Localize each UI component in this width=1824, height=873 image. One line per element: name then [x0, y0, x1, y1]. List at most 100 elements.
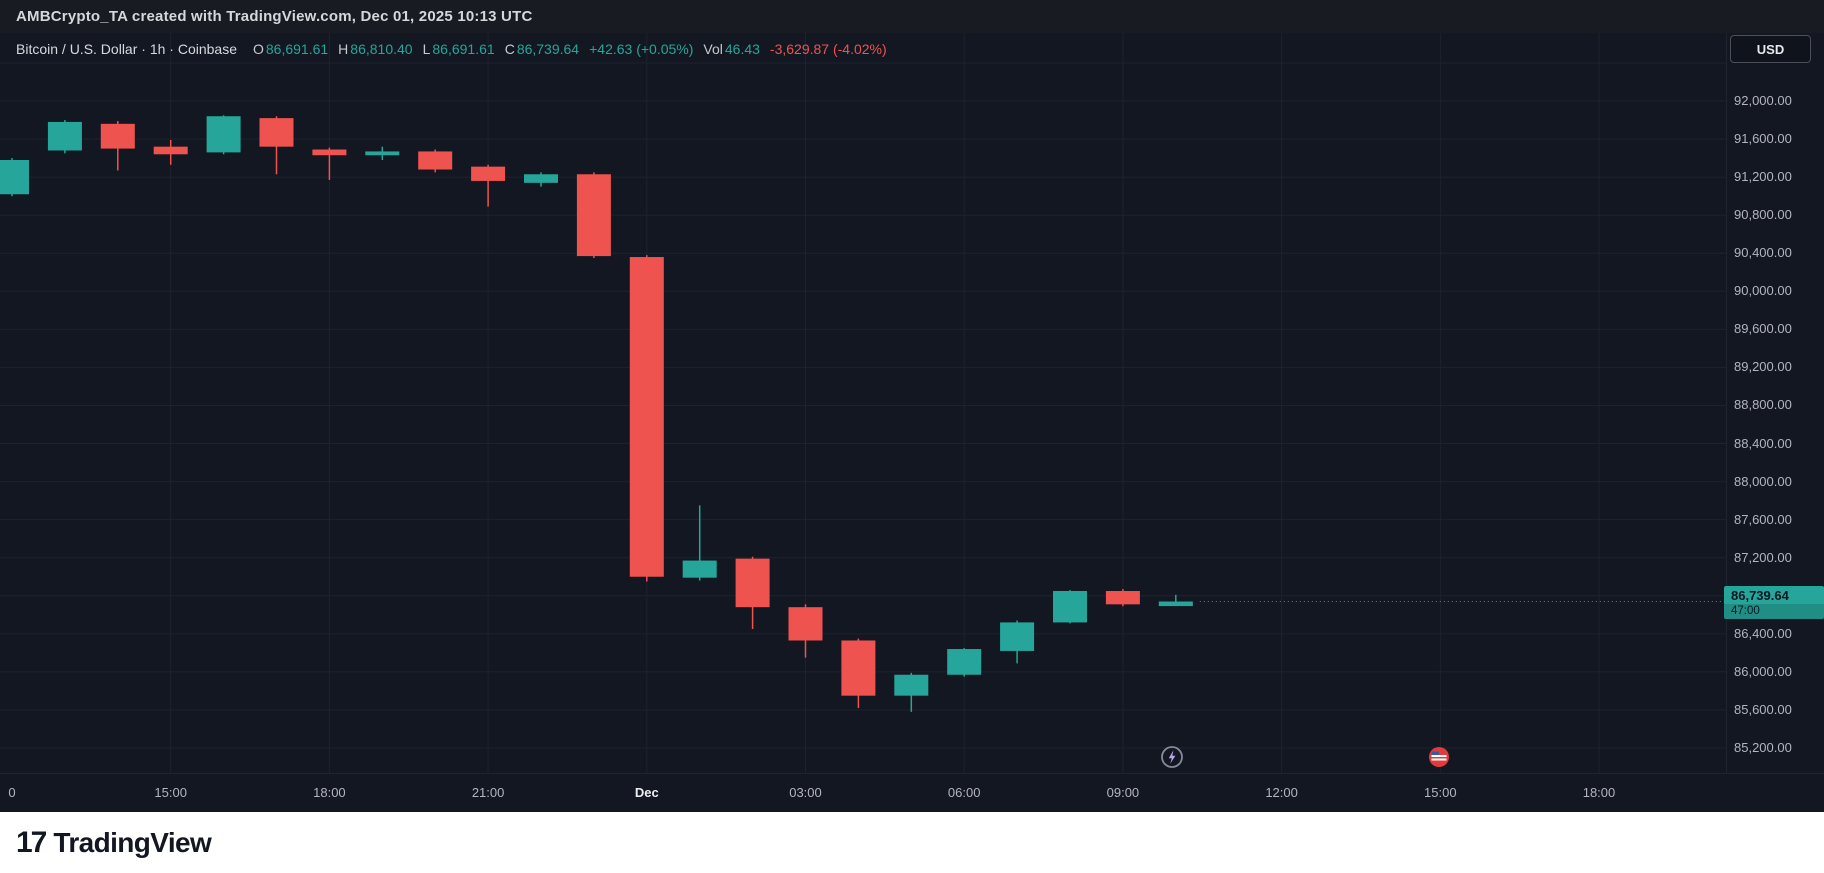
time-axis-label: 0 [8, 785, 16, 800]
candle[interactable] [841, 638, 876, 709]
open-label: O [252, 41, 264, 57]
symbol-header: Bitcoin / U.S. Dollar · 1h · Coinbase O … [16, 41, 887, 57]
price-axis-label: 87,200.00 [1734, 549, 1792, 565]
candle[interactable] [100, 120, 135, 171]
time-axis[interactable]: 0 15:00 18:00 21:00 Dec 03:00 06:00 09:00 12:00 1… [0, 773, 1824, 812]
candle-body [1158, 601, 1193, 607]
last-price-value: 86,739.64 [1731, 587, 1789, 603]
price-axis-label: 91,600.00 [1734, 131, 1792, 147]
candle[interactable] [1105, 589, 1140, 607]
candle[interactable] [418, 149, 453, 173]
price-axis-label: 90,400.00 [1734, 245, 1792, 261]
tradingview-logo-icon: 17 [16, 825, 47, 859]
price-axis-label: 92,000.00 [1734, 93, 1792, 108]
candle[interactable] [576, 172, 611, 258]
candle-body [1000, 622, 1035, 651]
candle[interactable] [894, 672, 929, 712]
time-axis-label: Dec [634, 785, 659, 800]
candle-body [0, 159, 29, 195]
candle[interactable] [206, 115, 241, 155]
price-axis-label: 87,600.00 [1734, 511, 1792, 527]
candle-body [418, 151, 453, 170]
ohlc-close: C 86,739.64 [505, 41, 579, 57]
low-label: L [422, 41, 431, 57]
price-axis-label: 86,400.00 [1734, 625, 1792, 641]
candle[interactable] [47, 120, 82, 154]
price-axis-label: 90,000.00 [1734, 283, 1792, 299]
last-price-tag[interactable]: 86,739.64 47:00 [1724, 585, 1824, 619]
candle[interactable] [947, 648, 982, 677]
time-axis-label: 21:00 [471, 785, 505, 800]
ohlc-open: O 86,691.61 [253, 41, 328, 57]
ohlc-high: H 86,810.40 [338, 41, 412, 57]
price-axis[interactable]: 92,000.00 91,600.00 91,200.00 90,800.00 90,4… [1726, 33, 1824, 773]
open-value: 86,691.61 [265, 41, 329, 57]
tradingview-footer: 17 TradingView [0, 812, 1824, 873]
candle-body [894, 674, 929, 696]
candle-body [153, 146, 188, 155]
candle-body [100, 123, 135, 149]
price-axis-label: 86,000.00 [1734, 663, 1792, 679]
candle[interactable] [312, 147, 347, 180]
price-axis-label: 89,600.00 [1734, 321, 1792, 337]
candle-body [206, 116, 241, 153]
candle-body [312, 149, 347, 156]
volume-label: Vol [703, 41, 723, 57]
candle-body [524, 174, 558, 183]
high-value: 86,810.40 [350, 41, 413, 57]
currency-button[interactable]: USD [1730, 35, 1811, 63]
candle[interactable] [153, 140, 188, 165]
price-axis-label: 85,200.00 [1734, 740, 1792, 755]
volume-group: Vol 46.43 [703, 41, 760, 57]
candle[interactable] [1053, 590, 1087, 624]
attribution-text: AMBCrypto_TA created with TradingView.co… [16, 8, 533, 25]
candlestick-chart[interactable] [0, 33, 1726, 773]
candle-body [947, 649, 982, 675]
close-label: C [504, 41, 515, 57]
close-value: 86,739.64 [516, 41, 580, 57]
time-axis-label: 18:00 [1582, 785, 1616, 800]
candle[interactable] [524, 172, 558, 187]
candle-body [259, 118, 294, 147]
price-axis-label: 91,200.00 [1734, 169, 1792, 185]
chart-region: Bitcoin / U.S. Dollar · 1h · Coinbase O … [0, 33, 1824, 812]
candle-body [471, 166, 506, 181]
symbol-title[interactable]: Bitcoin / U.S. Dollar · 1h · Coinbase [16, 41, 237, 57]
candle-body [1053, 591, 1087, 623]
low-value: 86,691.61 [432, 41, 495, 57]
us-economic-event-icon[interactable] [1427, 745, 1451, 769]
time-axis-label: 03:00 [789, 785, 822, 800]
candle-body [788, 607, 823, 641]
candle[interactable] [1000, 620, 1035, 664]
price-axis-label: 88,000.00 [1734, 473, 1792, 489]
price-axis-label: 88,800.00 [1734, 397, 1792, 413]
high-label: H [338, 41, 349, 57]
tradingview-brand[interactable]: 17 TradingView [16, 825, 212, 859]
time-axis-label: 15:00 [1424, 785, 1457, 800]
ohlc-low: L 86,691.61 [423, 41, 495, 57]
candle-body [629, 257, 664, 577]
attribution-bar: AMBCrypto_TA created with TradingView.co… [0, 0, 1824, 33]
flash-event-icon[interactable] [1160, 745, 1184, 769]
session-change-value: -3,629.87 (-4.02%) [769, 41, 887, 57]
bar-countdown: 47:00 [1724, 603, 1824, 619]
candle-body [1105, 591, 1140, 605]
price-axis-label: 89,200.00 [1734, 359, 1792, 375]
candle[interactable] [682, 505, 717, 581]
time-axis-label: 18:00 [313, 785, 346, 800]
candle[interactable] [735, 556, 770, 630]
candle-body [682, 560, 717, 578]
candle[interactable] [259, 116, 294, 175]
candle[interactable] [629, 255, 664, 582]
volume-value: 46.43 [724, 41, 760, 57]
price-axis-label: 88,400.00 [1734, 435, 1792, 451]
candle-body [365, 151, 400, 156]
candle-body [841, 640, 876, 696]
candle[interactable] [788, 604, 823, 658]
candle[interactable] [365, 146, 400, 160]
candle-body [576, 174, 611, 257]
candle[interactable] [471, 164, 506, 207]
candle[interactable] [1158, 594, 1193, 607]
candle[interactable] [0, 158, 29, 197]
